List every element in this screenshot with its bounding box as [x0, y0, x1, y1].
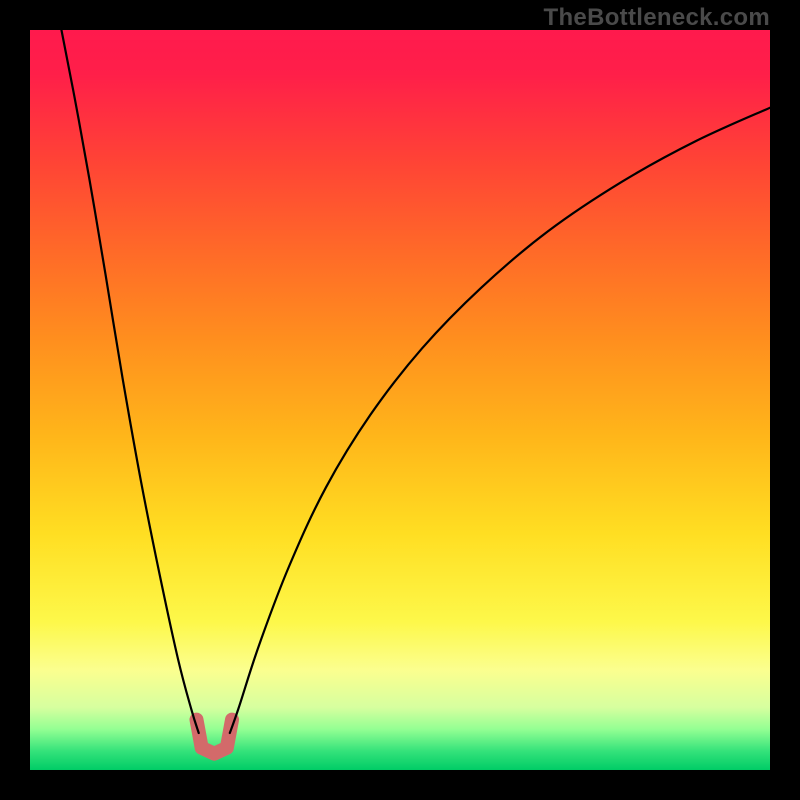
- chart-frame: TheBottleneck.com: [0, 0, 800, 800]
- plot-area: [30, 30, 770, 770]
- curve-right-branch: [230, 108, 770, 733]
- watermark-text: TheBottleneck.com: [544, 4, 770, 32]
- curve-layer: [30, 30, 770, 770]
- trough-marker: [197, 720, 233, 754]
- curve-left-branch: [61, 30, 198, 733]
